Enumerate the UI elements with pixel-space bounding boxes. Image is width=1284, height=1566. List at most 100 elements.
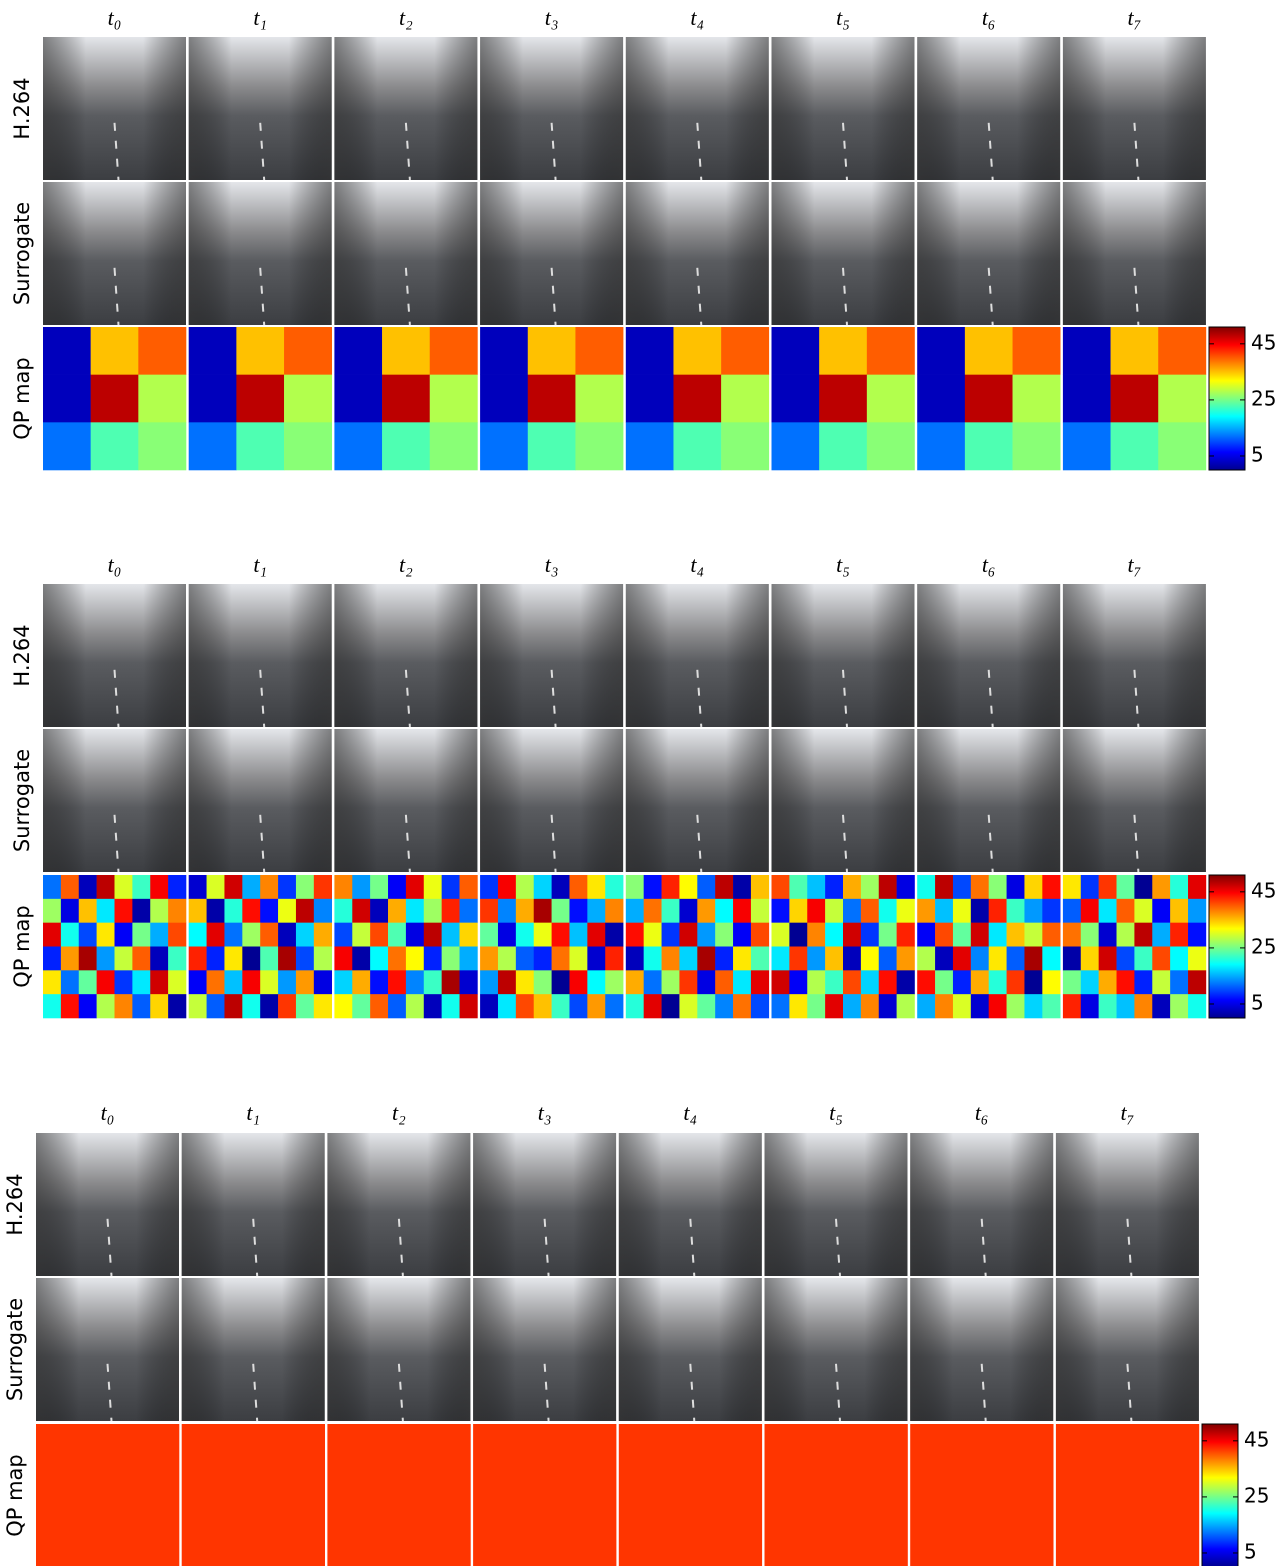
qp-cell [1007,947,1025,971]
qp-cell [1081,947,1099,971]
qp-cell [989,875,1007,899]
row-label: QP map [10,357,34,440]
qp-cell [697,875,715,899]
qp-cell [516,899,534,923]
column-label: t₇ [1121,1100,1135,1125]
qp-cell [772,923,790,947]
qp-cell [772,970,790,994]
qp-cell [79,923,97,947]
frame-shade [1063,729,1206,872]
qp-cell [965,327,1013,375]
qp-cell [879,923,897,947]
qp-cell [534,875,552,899]
frame-shade [1056,1133,1199,1276]
qp-cell [132,899,150,923]
qp-cell [314,994,332,1018]
qp-cell [168,875,186,899]
qp-cell [224,875,242,899]
qp-cell [971,994,989,1018]
qp-cell [516,923,534,947]
column-label: t₄ [683,1100,697,1125]
column-label: t₅ [829,1100,843,1125]
qp-cell [879,875,897,899]
qp-cell [260,923,278,947]
qp-cell [278,923,296,947]
qp-cell [825,899,843,923]
qp-cell [917,994,935,1018]
qp-cell [43,947,61,971]
qp-cell [150,923,168,947]
frame-shade [480,729,623,872]
qp-cell [224,899,242,923]
qp-cell [284,375,332,423]
qp-cell [917,970,935,994]
qp-cell [388,947,406,971]
qp-cell [1158,375,1206,423]
qp-cell [807,947,825,971]
qp-cell [644,923,662,947]
column-label: t₃ [545,5,559,30]
qp-cell [644,994,662,1018]
qp-cell [626,923,644,947]
qp-cell [189,994,207,1018]
qp-cell [61,875,79,899]
qp-cell [189,947,207,971]
qp-cell [552,994,570,1018]
qp-cell [575,422,623,470]
qp-cell [1099,923,1117,947]
qp-cell [382,327,430,375]
qp-cell [679,947,697,971]
qp-cell [388,875,406,899]
qp-cell [917,327,965,375]
qp-cell [1099,994,1117,1018]
qp-cell [260,970,278,994]
qp-cell [1117,923,1135,947]
qp-cell [224,994,242,1018]
qp-cell [644,875,662,899]
qp-cell [552,899,570,923]
frame-shade [189,729,332,872]
column-label: t₇ [1128,5,1142,30]
qp-cell [442,875,460,899]
column-label: t₄ [690,552,704,577]
qp-cell [971,947,989,971]
qp-cell [498,994,516,1018]
qp-cell [1007,923,1025,947]
qp-cell [721,422,769,470]
qp-cell [1063,923,1081,947]
qp-cell [1081,899,1099,923]
qp-cell [480,994,498,1018]
figure: t₀t₁t₂t₃t₄t₅t₆t₇H.264SurrogateQP map5254… [0,0,1284,1566]
qp-cell [207,875,225,899]
qp-cell [897,875,915,899]
row-label: H.264 [3,1173,27,1235]
colorbar [1202,1424,1238,1566]
qp-cell [662,994,680,1018]
qp-cell [424,875,442,899]
qp-cell [334,875,352,899]
qp-cell [97,923,115,947]
frame-shade [334,37,477,180]
qp-cell [552,970,570,994]
qp-cell [1024,899,1042,923]
frame-shade [473,1133,616,1276]
qp-cell [1170,947,1188,971]
qp-cell [314,970,332,994]
qp-cell [733,923,751,947]
qp-cell [626,994,644,1018]
qp-cell [79,899,97,923]
qp-cell [1158,327,1206,375]
qp-cell [861,923,879,947]
qp-cell [132,947,150,971]
qp-cell [605,994,623,1018]
qp-cell [733,947,751,971]
qp-cell [897,970,915,994]
qp-cell [861,994,879,1018]
qp-cell [697,947,715,971]
qp-cell [772,947,790,971]
qp-cell [132,875,150,899]
qp-cell [370,970,388,994]
qp-cell [168,923,186,947]
qp-cell [442,923,460,947]
qp-cell [91,422,139,470]
